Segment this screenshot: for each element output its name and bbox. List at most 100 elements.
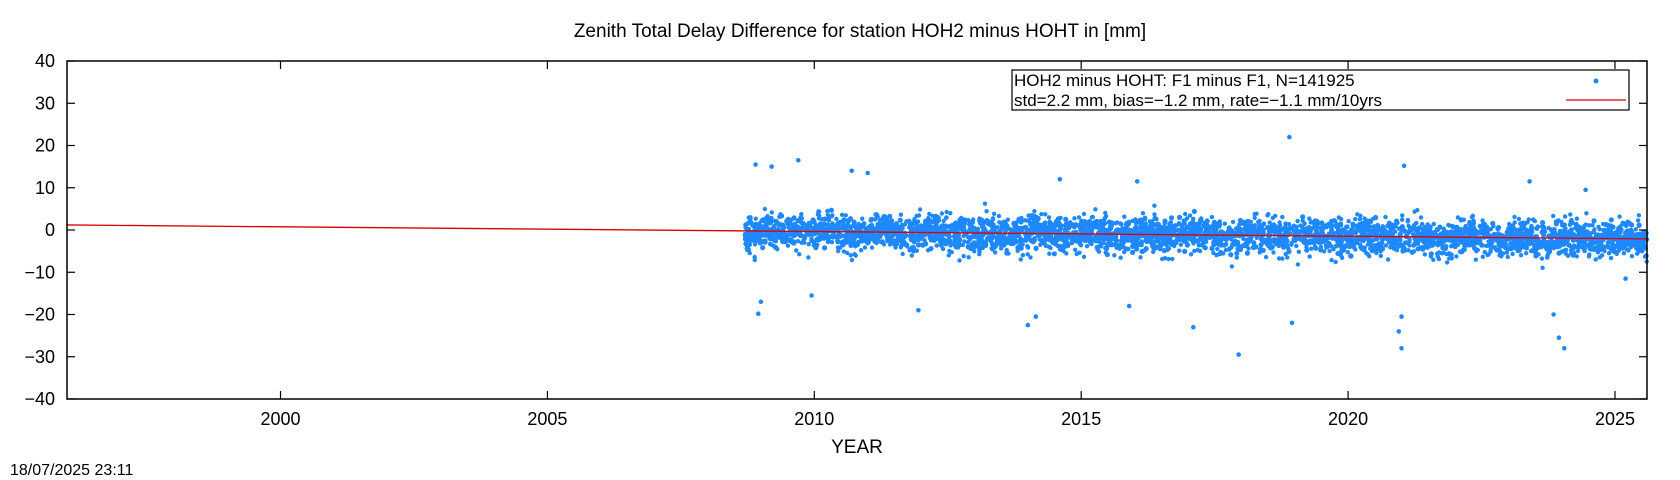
data-point — [1366, 237, 1372, 244]
data-point — [1130, 249, 1136, 255]
data-point — [1268, 228, 1274, 234]
data-point — [983, 242, 989, 248]
outlier-point — [1623, 276, 1628, 281]
data-point — [1472, 245, 1478, 251]
data-point — [933, 236, 939, 242]
data-point — [904, 219, 909, 224]
data-point — [1240, 243, 1247, 249]
data-point — [1583, 222, 1589, 227]
data-point — [1557, 243, 1563, 249]
data-point — [795, 224, 801, 230]
data-point — [967, 222, 973, 228]
data-point — [1624, 228, 1629, 234]
data-point — [1397, 242, 1403, 248]
data-point — [1296, 249, 1302, 254]
data-point — [908, 237, 914, 243]
data-point — [1453, 237, 1459, 244]
data-point — [803, 234, 808, 240]
data-point — [1323, 237, 1329, 243]
data-point — [941, 218, 946, 224]
data-point — [943, 241, 949, 247]
data-point — [1017, 239, 1024, 245]
data-point — [1357, 217, 1363, 222]
data-point — [1402, 240, 1409, 246]
data-point — [1368, 219, 1374, 225]
data-point — [776, 226, 781, 232]
data-point — [948, 243, 953, 248]
data-point — [1134, 225, 1140, 231]
data-point — [1138, 255, 1143, 260]
data-point — [1605, 240, 1611, 245]
data-point — [1301, 239, 1307, 245]
data-point — [1025, 244, 1030, 249]
data-point — [1616, 248, 1622, 253]
outlier-point — [1191, 324, 1196, 330]
data-point — [999, 235, 1005, 241]
data-point — [1084, 244, 1090, 249]
data-point — [1568, 227, 1575, 233]
data-point — [1177, 248, 1182, 253]
data-point — [1407, 243, 1412, 248]
data-point — [970, 229, 976, 235]
data-point — [1431, 257, 1436, 262]
data-point — [1515, 238, 1521, 244]
data-point — [1486, 252, 1491, 257]
data-point — [1051, 251, 1057, 257]
data-point — [1345, 250, 1351, 255]
outlier-point — [916, 308, 921, 313]
data-point — [769, 220, 774, 225]
data-point — [1271, 250, 1276, 255]
data-point — [1596, 224, 1601, 230]
data-point — [1329, 218, 1335, 224]
data-point — [1491, 231, 1497, 237]
data-point — [1385, 257, 1391, 262]
data-point — [1611, 248, 1618, 255]
data-point — [856, 239, 862, 245]
data-point — [1237, 222, 1242, 227]
data-point — [1155, 221, 1161, 227]
outlier-point — [796, 158, 801, 163]
data-point — [1602, 232, 1608, 238]
data-point — [1533, 253, 1539, 259]
data-point — [1505, 254, 1511, 260]
data-point — [1143, 221, 1149, 226]
data-point — [1566, 242, 1572, 248]
data-point — [1346, 219, 1351, 224]
data-point — [1129, 235, 1135, 241]
data-point — [1400, 248, 1406, 254]
data-point — [1629, 230, 1635, 236]
data-point — [998, 246, 1004, 251]
data-point — [1113, 242, 1119, 248]
data-point — [1407, 237, 1412, 242]
y-tick-label: 30 — [35, 93, 55, 113]
data-point — [1615, 244, 1622, 250]
outlier-point — [1126, 303, 1132, 309]
data-point — [991, 211, 997, 216]
data-point — [1329, 257, 1334, 263]
data-point — [752, 257, 757, 263]
data-point — [1278, 238, 1284, 244]
data-point — [1540, 265, 1545, 270]
data-point — [1257, 246, 1263, 252]
data-point — [753, 234, 759, 240]
data-point — [1334, 235, 1340, 241]
data-point — [1606, 251, 1612, 256]
data-point — [1104, 232, 1110, 238]
data-point — [1559, 236, 1566, 242]
data-point — [977, 252, 982, 257]
data-point — [816, 209, 822, 215]
data-point — [1400, 213, 1405, 218]
data-point — [1524, 251, 1529, 256]
data-point — [1257, 218, 1262, 224]
data-point — [1168, 215, 1175, 221]
data-point — [1178, 242, 1184, 247]
data-point — [1610, 224, 1616, 230]
outlier-point — [1551, 312, 1556, 317]
data-point — [841, 249, 847, 254]
data-point — [1197, 236, 1203, 242]
data-point — [1307, 254, 1312, 259]
scatter-points — [742, 134, 1650, 357]
data-point — [1317, 236, 1323, 242]
outlier-point — [1399, 346, 1404, 351]
data-point — [1127, 228, 1133, 234]
